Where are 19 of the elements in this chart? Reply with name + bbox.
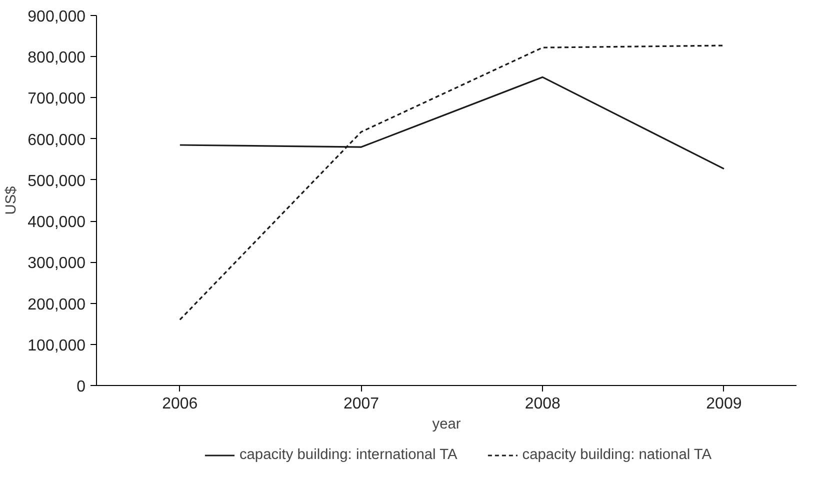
x-axis-title: year — [432, 416, 461, 432]
y-tick-label: 400,000 — [28, 214, 86, 232]
y-tick-label: 900,000 — [28, 8, 86, 26]
y-tick-label: 600,000 — [28, 132, 86, 149]
y-axis-title: US$ — [4, 186, 20, 215]
y-tick-label: 300,000 — [28, 255, 86, 272]
legend-label: capacity building: national TA — [522, 447, 712, 463]
line-series — [179, 44, 725, 321]
y-tick-label: 100,000 — [28, 337, 86, 354]
x-tick-label: 2007 — [343, 396, 380, 412]
y-tick-label: 500,000 — [28, 172, 86, 190]
x-tick-label: 2008 — [524, 396, 561, 412]
y-tick-label: 0 — [76, 378, 86, 396]
y-tick-label: 700,000 — [28, 90, 86, 108]
legend-label: capacity building: international TA — [239, 447, 458, 463]
x-tick-label: 2009 — [706, 396, 742, 412]
y-tick-label: 800,000 — [28, 50, 86, 67]
x-tick-label: 2006 — [162, 396, 198, 412]
y-tick-label: 200,000 — [28, 296, 86, 314]
